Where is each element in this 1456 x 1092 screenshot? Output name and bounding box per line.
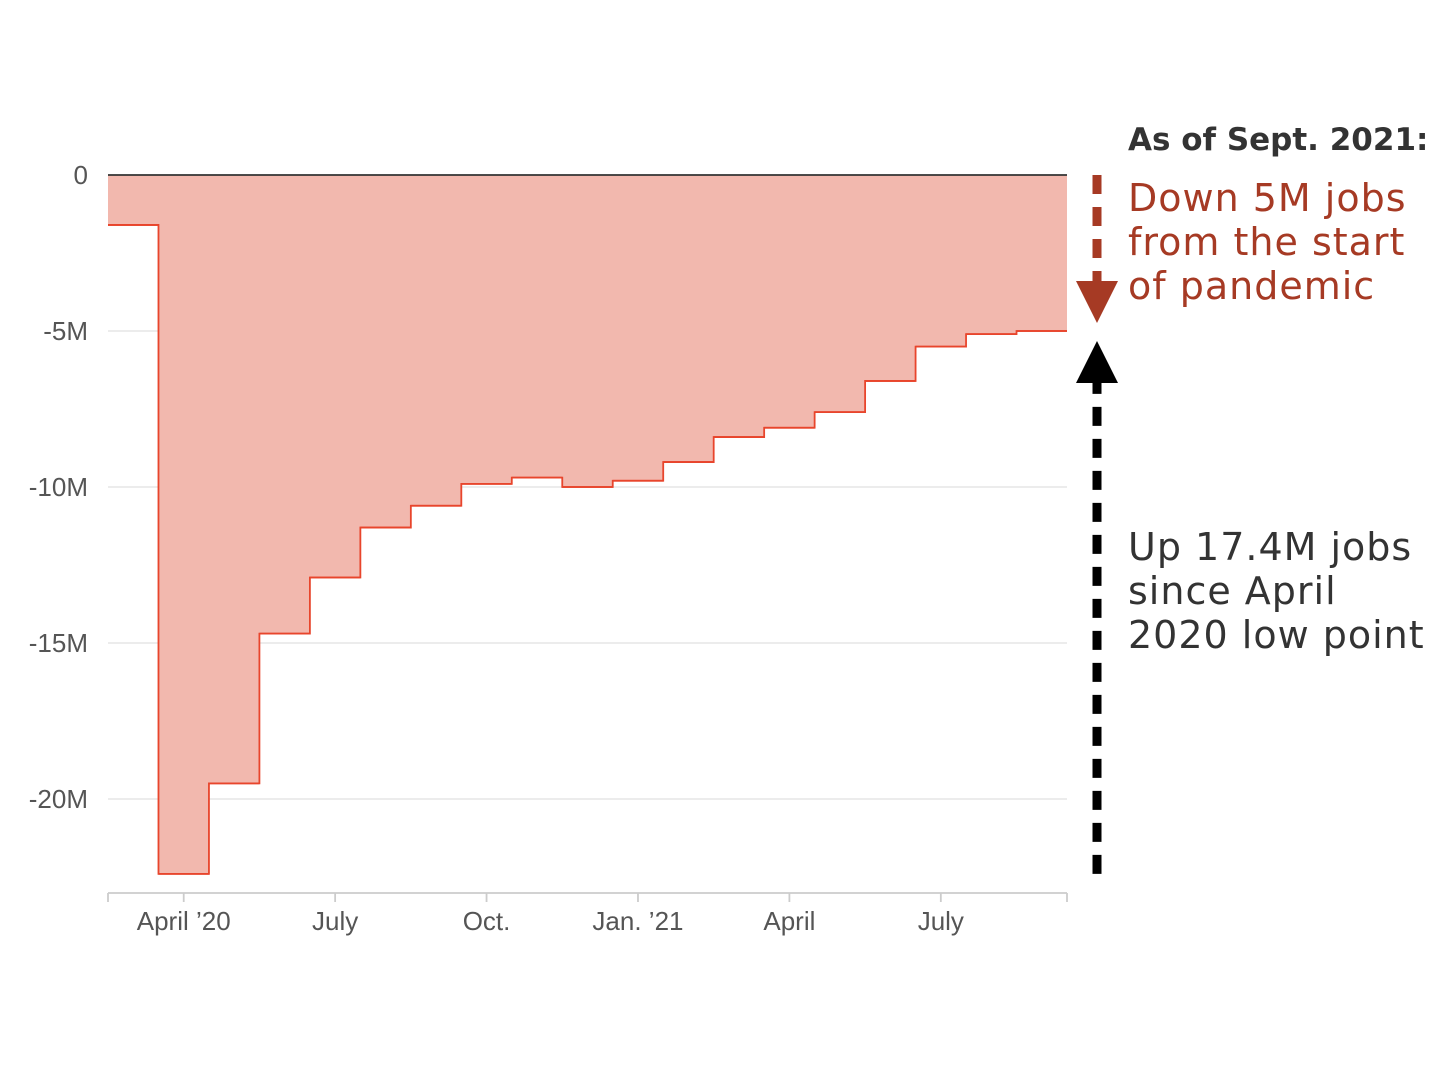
annotation-header: As of Sept. 2021:	[1128, 122, 1429, 158]
annotation-up-line-3: 2020 low point	[1128, 613, 1425, 657]
down-arrow-head	[1076, 281, 1118, 323]
annotation-down-line-1: Down 5M jobs	[1128, 176, 1407, 220]
annotation-down: Down 5M jobs from the start of pandemic	[1128, 176, 1407, 308]
annotation-down-line-3: of pandemic	[1128, 264, 1376, 308]
x-tick-label: July	[918, 906, 964, 936]
x-tick-label: Oct.	[463, 906, 511, 936]
annotation-down-line-2: from the start	[1128, 220, 1406, 264]
y-tick-label: -20M	[29, 784, 88, 814]
y-axis: 0 -5M -10M -15M -20M	[29, 160, 88, 814]
y-tick-label: -10M	[29, 472, 88, 502]
up-arrow-head	[1076, 341, 1118, 383]
x-tick-label: Jan. ’21	[592, 906, 683, 936]
annotation-up-line-2: since April	[1128, 569, 1337, 613]
annotation-up: Up 17.4M jobs since April 2020 low point	[1128, 525, 1425, 657]
job-loss-area	[108, 174, 1067, 875]
annotation-up-line-1: Up 17.4M jobs	[1128, 525, 1413, 569]
area-fill	[108, 175, 1067, 874]
x-axis: April ’20 July Oct. Jan. ’21 April July	[107, 892, 1068, 936]
y-tick-label: -5M	[43, 316, 88, 346]
y-tick-label: -15M	[29, 628, 88, 658]
x-tick-label: July	[312, 906, 358, 936]
y-tick-label: 0	[74, 160, 88, 190]
x-tick-label: April ’20	[137, 906, 231, 936]
annotation-arrows	[1076, 175, 1118, 874]
x-tick-label: April	[763, 906, 815, 936]
